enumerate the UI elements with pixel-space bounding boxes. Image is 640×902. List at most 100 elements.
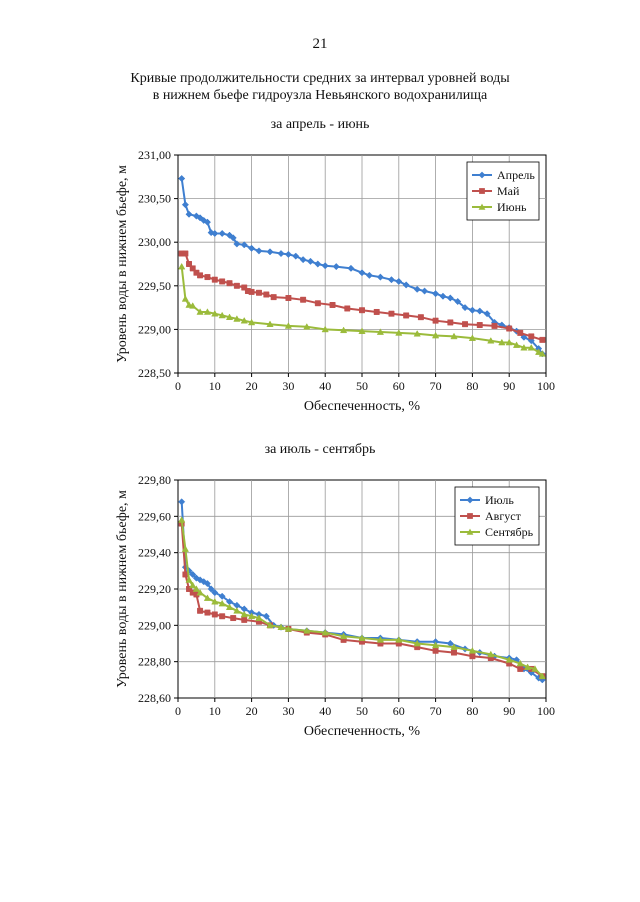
y-tick-label: 229,00 xyxy=(138,618,171,632)
data-point xyxy=(277,249,285,258)
data-point xyxy=(185,210,193,218)
x-tick-label: 80 xyxy=(466,704,478,718)
series-Июнь xyxy=(178,262,546,357)
y-tick-label: 228,80 xyxy=(138,655,171,669)
data-point xyxy=(266,621,274,629)
x-tick-label: 70 xyxy=(430,379,442,393)
data-point xyxy=(476,322,483,329)
data-point xyxy=(339,326,348,334)
page-title: Кривые продолжительности средних за инте… xyxy=(0,70,640,104)
data-point xyxy=(487,650,495,658)
data-point xyxy=(189,581,197,589)
data-point xyxy=(329,302,336,308)
y-tick-label: 230,50 xyxy=(138,192,171,206)
data-point xyxy=(468,647,477,654)
data-point xyxy=(197,607,204,614)
data-point xyxy=(365,271,373,279)
legend-label: Сентябрь xyxy=(485,525,534,539)
data-point xyxy=(211,309,219,317)
data-point xyxy=(451,649,457,656)
data-point xyxy=(255,614,263,621)
data-point xyxy=(248,288,255,295)
data-point xyxy=(454,297,462,306)
data-point xyxy=(358,634,366,641)
data-point xyxy=(218,311,226,319)
data-point xyxy=(284,322,293,329)
data-point xyxy=(185,576,193,583)
data-point xyxy=(359,307,365,314)
data-point xyxy=(483,310,491,318)
y-tick-label: 231,00 xyxy=(138,148,171,162)
data-point xyxy=(505,338,513,346)
data-point xyxy=(226,280,233,287)
data-point xyxy=(321,628,329,636)
chart-july-september: 0 10 20 30 40 50 60 70 80 90 100 228,60 228,80 229,00… xyxy=(115,473,555,739)
y-tick-label: 228,50 xyxy=(138,366,171,380)
data-point xyxy=(240,316,248,324)
data-point xyxy=(300,296,307,303)
data-point xyxy=(211,611,218,618)
chart-2-title: за июль - сентябрь xyxy=(264,442,376,457)
x-tick-label: 20 xyxy=(246,704,258,718)
data-point xyxy=(517,665,524,672)
data-point xyxy=(192,585,201,592)
data-point xyxy=(388,310,395,317)
data-point xyxy=(211,229,219,238)
data-point xyxy=(432,290,440,298)
data-point xyxy=(402,281,410,289)
data-point xyxy=(178,174,186,183)
data-point xyxy=(218,592,226,600)
data-point xyxy=(538,672,546,680)
x-tick-label: 10 xyxy=(209,379,221,393)
data-point xyxy=(203,579,211,588)
x-tick-label: 0 xyxy=(175,379,181,393)
data-point xyxy=(376,273,384,281)
data-point xyxy=(229,234,237,242)
data-point xyxy=(263,291,270,298)
y-tick-label: 229,60 xyxy=(138,509,171,523)
data-point xyxy=(178,498,186,506)
y-tick-label: 230,00 xyxy=(138,235,171,249)
legend-label: Апрель xyxy=(497,168,535,182)
legend-label: Май xyxy=(497,184,520,198)
data-point xyxy=(446,294,454,302)
data-point xyxy=(303,627,311,634)
x-tick-label: 30 xyxy=(282,704,294,718)
data-point xyxy=(306,257,315,265)
y-tick-label: 229,40 xyxy=(138,546,171,560)
legend-marker xyxy=(467,513,473,519)
data-point xyxy=(535,348,543,355)
data-point xyxy=(373,308,380,315)
data-point xyxy=(421,287,429,295)
data-point xyxy=(417,314,424,321)
y-tick-label: 229,80 xyxy=(138,473,171,487)
data-point xyxy=(203,594,212,601)
data-point xyxy=(469,653,476,660)
data-point xyxy=(539,336,546,343)
data-point xyxy=(203,308,212,315)
data-point xyxy=(321,325,329,333)
data-point xyxy=(241,616,248,623)
x-tick-label: 30 xyxy=(282,379,294,393)
legend-marker xyxy=(466,528,474,535)
data-point xyxy=(358,327,366,334)
y-tick-label: 229,00 xyxy=(138,322,171,336)
legend-label: Июнь xyxy=(497,200,527,214)
data-point xyxy=(233,315,241,322)
x-tick-label: 70 xyxy=(430,704,442,718)
x-axis-label: Обеспеченность, % xyxy=(304,399,420,414)
data-point xyxy=(248,244,256,252)
data-point xyxy=(527,343,535,351)
x-tick-label: 100 xyxy=(537,704,555,718)
data-point xyxy=(240,610,248,618)
data-point xyxy=(181,545,189,552)
x-tick-label: 100 xyxy=(537,379,555,393)
x-tick-label: 90 xyxy=(503,379,515,393)
data-point xyxy=(531,665,539,672)
data-point xyxy=(498,338,506,346)
data-point xyxy=(262,612,270,620)
data-point xyxy=(395,329,403,336)
data-point xyxy=(413,330,421,337)
data-point xyxy=(178,262,186,270)
data-point xyxy=(284,625,293,632)
